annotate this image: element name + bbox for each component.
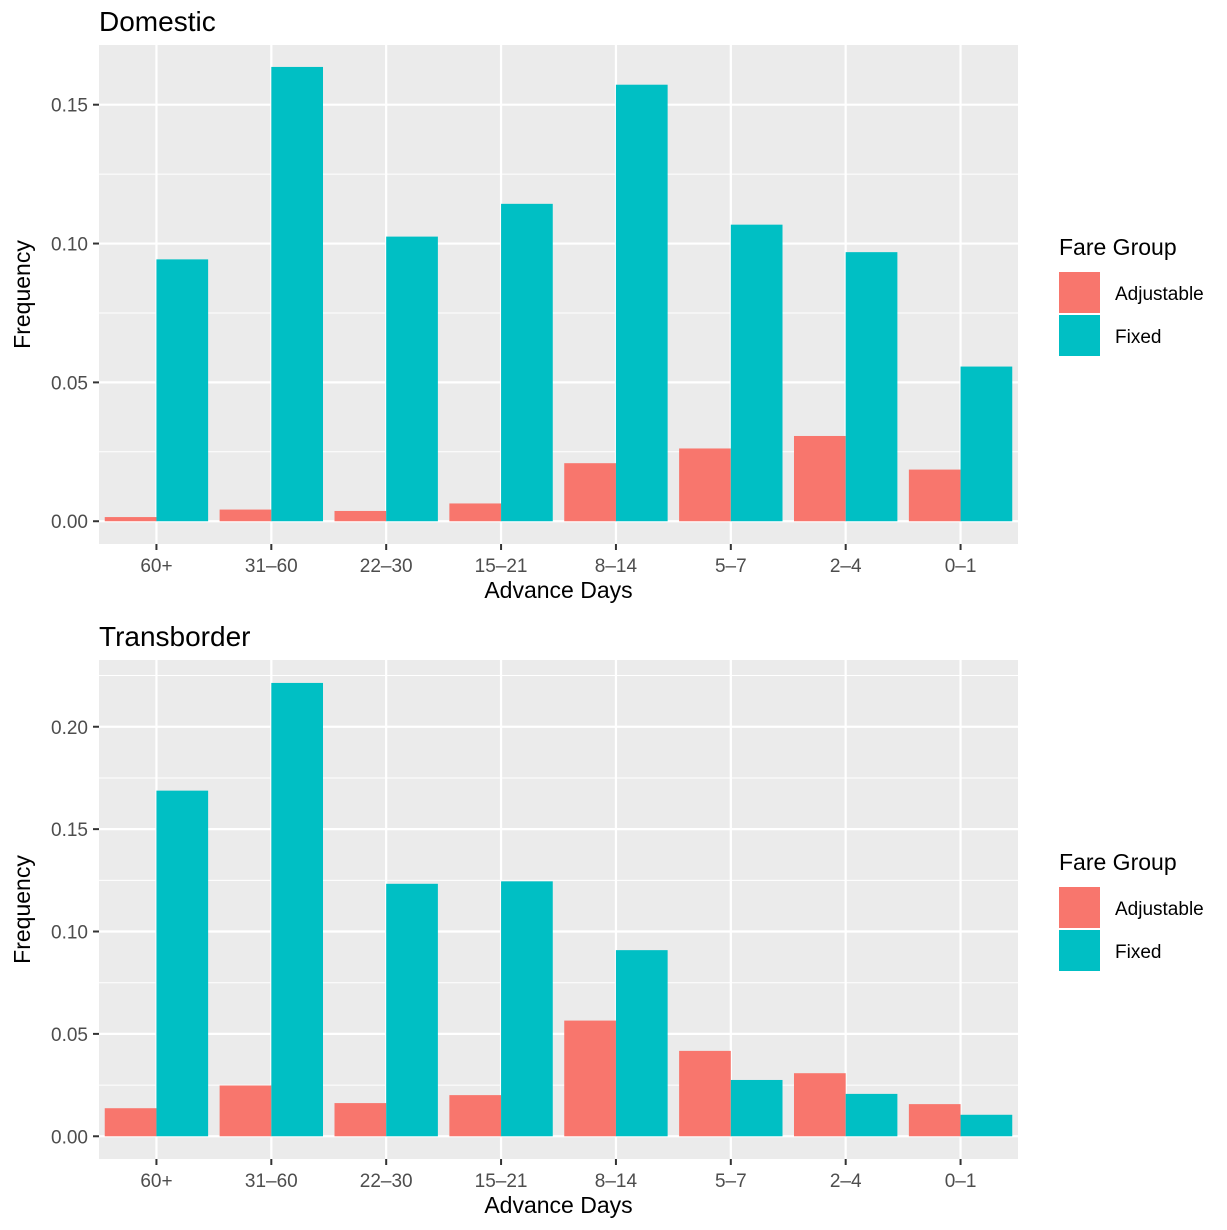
legend-label-adjustable: Adjustable [1115, 284, 1204, 305]
legend-key-adjustable [1059, 887, 1100, 928]
y-tick-label: 0.10 [51, 923, 88, 944]
x-tick-label: 15–21 [475, 1171, 528, 1192]
legend-title: Fare Group [1059, 849, 1177, 875]
x-axis-title: Advance Days [484, 577, 632, 603]
chart-svg: Transborder 0.00 0.05 0.10 0.15 0.20 60+ 31–60 2… [9, 621, 1204, 1218]
bar-adjustable-6 [793, 435, 846, 522]
x-tick-label: 5–7 [715, 1171, 747, 1192]
legend-label-adjustable: Adjustable [1115, 899, 1204, 920]
bar-fixed-1 [271, 682, 324, 1137]
bar-adjustable-2 [334, 1103, 387, 1137]
x-tick-label: 5–7 [715, 556, 747, 577]
bar-fixed-2 [386, 236, 438, 522]
x-tick-label: 15–21 [475, 556, 528, 577]
bar-fixed-1 [271, 66, 324, 522]
y-tick-label: 0.15 [51, 820, 88, 841]
x-tick-label: 22–30 [360, 556, 413, 577]
legend-label-fixed: Fixed [1115, 942, 1161, 963]
x-tick-label: 31–60 [245, 1171, 298, 1192]
bar-adjustable-0 [104, 1108, 157, 1137]
legend-key-adjustable [1059, 272, 1100, 313]
y-tick-label: 0.00 [51, 512, 88, 533]
chart-title: Domestic [99, 6, 216, 37]
bar-adjustable-3 [449, 503, 502, 522]
bar-fixed-3 [501, 203, 553, 522]
bar-adjustable-4 [564, 463, 616, 522]
bar-adjustable-2 [334, 510, 387, 522]
x-tick-label: 60+ [140, 1171, 172, 1192]
bar-fixed-5 [730, 224, 783, 522]
bar-fixed-7 [960, 1114, 1013, 1137]
chart-domestic: Domestic 0.00 0.05 0.10 0.15 60+ 31–60 22–30 15–… [9, 6, 1204, 603]
y-tick-label: 0.10 [51, 235, 88, 256]
bar-adjustable-1 [219, 1085, 272, 1137]
x-tick-label: 0–1 [945, 556, 977, 577]
bar-adjustable-3 [449, 1095, 502, 1137]
bar-fixed-6 [845, 252, 898, 522]
legend-title: Fare Group [1059, 234, 1177, 260]
bar-adjustable-7 [908, 1104, 961, 1137]
y-axis-title: Frequency [9, 855, 35, 964]
bar-adjustable-1 [219, 509, 272, 522]
y-tick-label: 0.15 [51, 96, 88, 117]
plot-background [99, 660, 1018, 1159]
chart-svg: Domestic 0.00 0.05 0.10 0.15 60+ 31–60 22–30 15–… [9, 6, 1204, 603]
x-tick-label: 2–4 [830, 1171, 862, 1192]
y-tick-label: 0.20 [51, 718, 88, 739]
bar-adjustable-0 [104, 517, 157, 522]
bar-adjustable-6 [793, 1073, 846, 1137]
bar-fixed-3 [501, 881, 553, 1137]
x-tick-label: 2–4 [830, 556, 862, 577]
y-tick-label: 0.05 [51, 373, 88, 394]
y-axis-title: Frequency [9, 240, 35, 349]
bar-fixed-2 [386, 883, 438, 1137]
x-tick-label: 60+ [140, 556, 172, 577]
bar-fixed-4 [615, 84, 668, 522]
legend-label-fixed: Fixed [1115, 327, 1161, 348]
bar-fixed-7 [960, 366, 1013, 522]
y-tick-label: 0.00 [51, 1127, 88, 1148]
legend-key-fixed [1059, 315, 1100, 356]
x-tick-label: 8–14 [595, 1171, 638, 1192]
bar-fixed-0 [156, 790, 209, 1137]
bar-adjustable-5 [679, 448, 731, 522]
bar-fixed-0 [156, 259, 209, 522]
x-tick-label: 8–14 [595, 556, 638, 577]
x-tick-label: 22–30 [360, 1171, 413, 1192]
bar-adjustable-7 [908, 469, 961, 522]
x-tick-label: 0–1 [945, 1171, 977, 1192]
y-tick-label: 0.05 [51, 1025, 88, 1046]
bar-adjustable-5 [679, 1050, 731, 1137]
legend-key-fixed [1059, 930, 1100, 971]
bar-fixed-6 [845, 1093, 898, 1137]
bar-fixed-4 [615, 950, 668, 1137]
x-axis-title: Advance Days [484, 1192, 632, 1218]
bar-adjustable-4 [564, 1020, 616, 1137]
chart-transborder: Transborder 0.00 0.05 0.10 0.15 0.20 60+ 31–60 2… [0, 615, 1227, 1230]
x-tick-label: 31–60 [245, 556, 298, 577]
chart-title: Transborder [99, 621, 250, 652]
bar-fixed-5 [730, 1079, 783, 1137]
